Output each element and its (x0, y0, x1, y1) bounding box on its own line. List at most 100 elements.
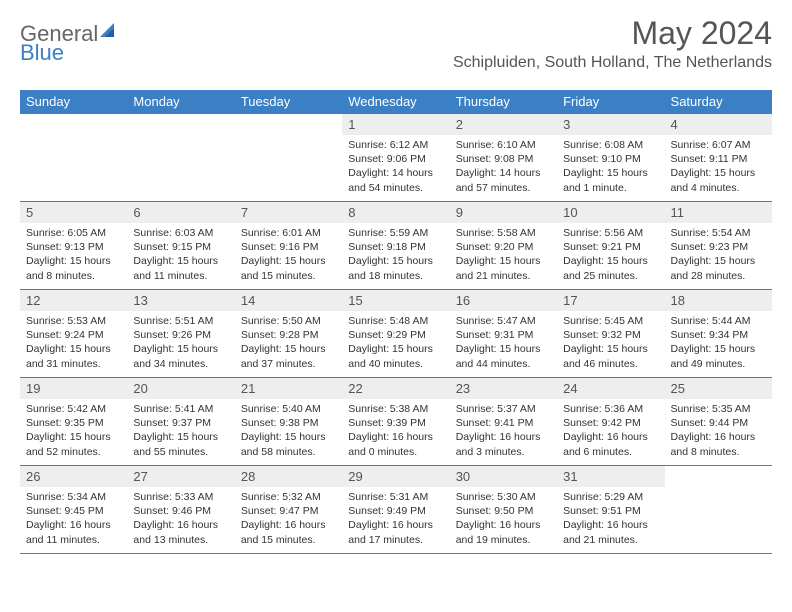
sunset-text: Sunset: 9:20 PM (456, 240, 551, 254)
sunrise-text: Sunrise: 5:44 AM (671, 314, 766, 328)
sunset-text: Sunset: 9:38 PM (241, 416, 336, 430)
daylight-text: Daylight: 16 hours and 6 minutes. (563, 430, 658, 458)
sunrise-text: Sunrise: 5:32 AM (241, 490, 336, 504)
sunset-text: Sunset: 9:23 PM (671, 240, 766, 254)
sunset-text: Sunset: 9:13 PM (26, 240, 121, 254)
day-number: 16 (450, 290, 557, 311)
calendar-day-cell: 17Sunrise: 5:45 AMSunset: 9:32 PMDayligh… (557, 290, 664, 378)
sunset-text: Sunset: 9:10 PM (563, 152, 658, 166)
day-detail: Sunrise: 5:54 AMSunset: 9:23 PMDaylight:… (665, 223, 772, 285)
daylight-text: Daylight: 16 hours and 8 minutes. (671, 430, 766, 458)
col-wednesday: Wednesday (342, 90, 449, 114)
sunset-text: Sunset: 9:24 PM (26, 328, 121, 342)
calendar-day-cell: 3Sunrise: 6:08 AMSunset: 9:10 PMDaylight… (557, 114, 664, 202)
daylight-text: Daylight: 15 hours and 31 minutes. (26, 342, 121, 370)
calendar-day-cell: 19Sunrise: 5:42 AMSunset: 9:35 PMDayligh… (20, 378, 127, 466)
calendar-day-cell: 4Sunrise: 6:07 AMSunset: 9:11 PMDaylight… (665, 114, 772, 202)
calendar-day-cell: 22Sunrise: 5:38 AMSunset: 9:39 PMDayligh… (342, 378, 449, 466)
sunset-text: Sunset: 9:46 PM (133, 504, 228, 518)
day-number: 18 (665, 290, 772, 311)
daylight-text: Daylight: 15 hours and 1 minute. (563, 166, 658, 194)
daylight-text: Daylight: 15 hours and 58 minutes. (241, 430, 336, 458)
sunrise-text: Sunrise: 5:40 AM (241, 402, 336, 416)
day-detail: Sunrise: 5:40 AMSunset: 9:38 PMDaylight:… (235, 399, 342, 461)
logo-sail-icon (100, 23, 120, 44)
day-number: 21 (235, 378, 342, 399)
day-detail: Sunrise: 5:35 AMSunset: 9:44 PMDaylight:… (665, 399, 772, 461)
calendar-day-cell: 28Sunrise: 5:32 AMSunset: 9:47 PMDayligh… (235, 466, 342, 554)
day-detail: Sunrise: 5:33 AMSunset: 9:46 PMDaylight:… (127, 487, 234, 549)
day-detail: Sunrise: 5:53 AMSunset: 9:24 PMDaylight:… (20, 311, 127, 373)
sunset-text: Sunset: 9:29 PM (348, 328, 443, 342)
day-detail: Sunrise: 5:48 AMSunset: 9:29 PMDaylight:… (342, 311, 449, 373)
sunrise-text: Sunrise: 5:34 AM (26, 490, 121, 504)
sunrise-text: Sunrise: 6:03 AM (133, 226, 228, 240)
daylight-text: Daylight: 14 hours and 54 minutes. (348, 166, 443, 194)
calendar-day-cell: 25Sunrise: 5:35 AMSunset: 9:44 PMDayligh… (665, 378, 772, 466)
sunrise-text: Sunrise: 5:33 AM (133, 490, 228, 504)
day-number: 14 (235, 290, 342, 311)
daylight-text: Daylight: 15 hours and 21 minutes. (456, 254, 551, 282)
calendar-table: Sunday Monday Tuesday Wednesday Thursday… (20, 90, 772, 554)
calendar-day-cell (127, 114, 234, 202)
sunset-text: Sunset: 9:44 PM (671, 416, 766, 430)
daylight-text: Daylight: 15 hours and 18 minutes. (348, 254, 443, 282)
sunrise-text: Sunrise: 5:35 AM (671, 402, 766, 416)
calendar-day-cell: 15Sunrise: 5:48 AMSunset: 9:29 PMDayligh… (342, 290, 449, 378)
sunset-text: Sunset: 9:16 PM (241, 240, 336, 254)
day-detail: Sunrise: 5:32 AMSunset: 9:47 PMDaylight:… (235, 487, 342, 549)
sunset-text: Sunset: 9:08 PM (456, 152, 551, 166)
daylight-text: Daylight: 15 hours and 44 minutes. (456, 342, 551, 370)
sunrise-text: Sunrise: 5:45 AM (563, 314, 658, 328)
day-detail: Sunrise: 5:41 AMSunset: 9:37 PMDaylight:… (127, 399, 234, 461)
sunrise-text: Sunrise: 5:41 AM (133, 402, 228, 416)
sunrise-text: Sunrise: 5:58 AM (456, 226, 551, 240)
col-sunday: Sunday (20, 90, 127, 114)
title-block: May 2024 Schipluiden, South Holland, The… (453, 15, 772, 72)
sunrise-text: Sunrise: 5:36 AM (563, 402, 658, 416)
calendar-day-cell: 24Sunrise: 5:36 AMSunset: 9:42 PMDayligh… (557, 378, 664, 466)
daylight-text: Daylight: 16 hours and 11 minutes. (26, 518, 121, 546)
sunset-text: Sunset: 9:26 PM (133, 328, 228, 342)
calendar-day-cell: 16Sunrise: 5:47 AMSunset: 9:31 PMDayligh… (450, 290, 557, 378)
sunrise-text: Sunrise: 5:51 AM (133, 314, 228, 328)
daylight-text: Daylight: 15 hours and 34 minutes. (133, 342, 228, 370)
col-monday: Monday (127, 90, 234, 114)
day-detail: Sunrise: 5:51 AMSunset: 9:26 PMDaylight:… (127, 311, 234, 373)
sunset-text: Sunset: 9:32 PM (563, 328, 658, 342)
calendar-day-cell: 9Sunrise: 5:58 AMSunset: 9:20 PMDaylight… (450, 202, 557, 290)
daylight-text: Daylight: 15 hours and 15 minutes. (241, 254, 336, 282)
day-detail: Sunrise: 5:50 AMSunset: 9:28 PMDaylight:… (235, 311, 342, 373)
day-number: 8 (342, 202, 449, 223)
day-detail: Sunrise: 6:08 AMSunset: 9:10 PMDaylight:… (557, 135, 664, 197)
sunrise-text: Sunrise: 6:07 AM (671, 138, 766, 152)
daylight-text: Daylight: 15 hours and 52 minutes. (26, 430, 121, 458)
logo-text-blue: Blue (20, 40, 64, 65)
calendar-body: 1Sunrise: 6:12 AMSunset: 9:06 PMDaylight… (20, 114, 772, 554)
day-number: 2 (450, 114, 557, 135)
sunrise-text: Sunrise: 6:10 AM (456, 138, 551, 152)
daylight-text: Daylight: 15 hours and 37 minutes. (241, 342, 336, 370)
sunrise-text: Sunrise: 6:01 AM (241, 226, 336, 240)
sunset-text: Sunset: 9:50 PM (456, 504, 551, 518)
daylight-text: Daylight: 16 hours and 3 minutes. (456, 430, 551, 458)
day-number: 3 (557, 114, 664, 135)
sunset-text: Sunset: 9:21 PM (563, 240, 658, 254)
calendar-day-cell: 30Sunrise: 5:30 AMSunset: 9:50 PMDayligh… (450, 466, 557, 554)
sunset-text: Sunset: 9:18 PM (348, 240, 443, 254)
daylight-text: Daylight: 15 hours and 46 minutes. (563, 342, 658, 370)
day-number: 31 (557, 466, 664, 487)
sunset-text: Sunset: 9:37 PM (133, 416, 228, 430)
sunrise-text: Sunrise: 6:05 AM (26, 226, 121, 240)
day-number: 13 (127, 290, 234, 311)
day-detail: Sunrise: 6:01 AMSunset: 9:16 PMDaylight:… (235, 223, 342, 285)
daylight-text: Daylight: 15 hours and 28 minutes. (671, 254, 766, 282)
sunrise-text: Sunrise: 5:30 AM (456, 490, 551, 504)
sunrise-text: Sunrise: 5:48 AM (348, 314, 443, 328)
sunset-text: Sunset: 9:34 PM (671, 328, 766, 342)
calendar-week-row: 5Sunrise: 6:05 AMSunset: 9:13 PMDaylight… (20, 202, 772, 290)
day-detail: Sunrise: 5:59 AMSunset: 9:18 PMDaylight:… (342, 223, 449, 285)
day-detail: Sunrise: 5:56 AMSunset: 9:21 PMDaylight:… (557, 223, 664, 285)
calendar-day-cell: 1Sunrise: 6:12 AMSunset: 9:06 PMDaylight… (342, 114, 449, 202)
day-number: 27 (127, 466, 234, 487)
